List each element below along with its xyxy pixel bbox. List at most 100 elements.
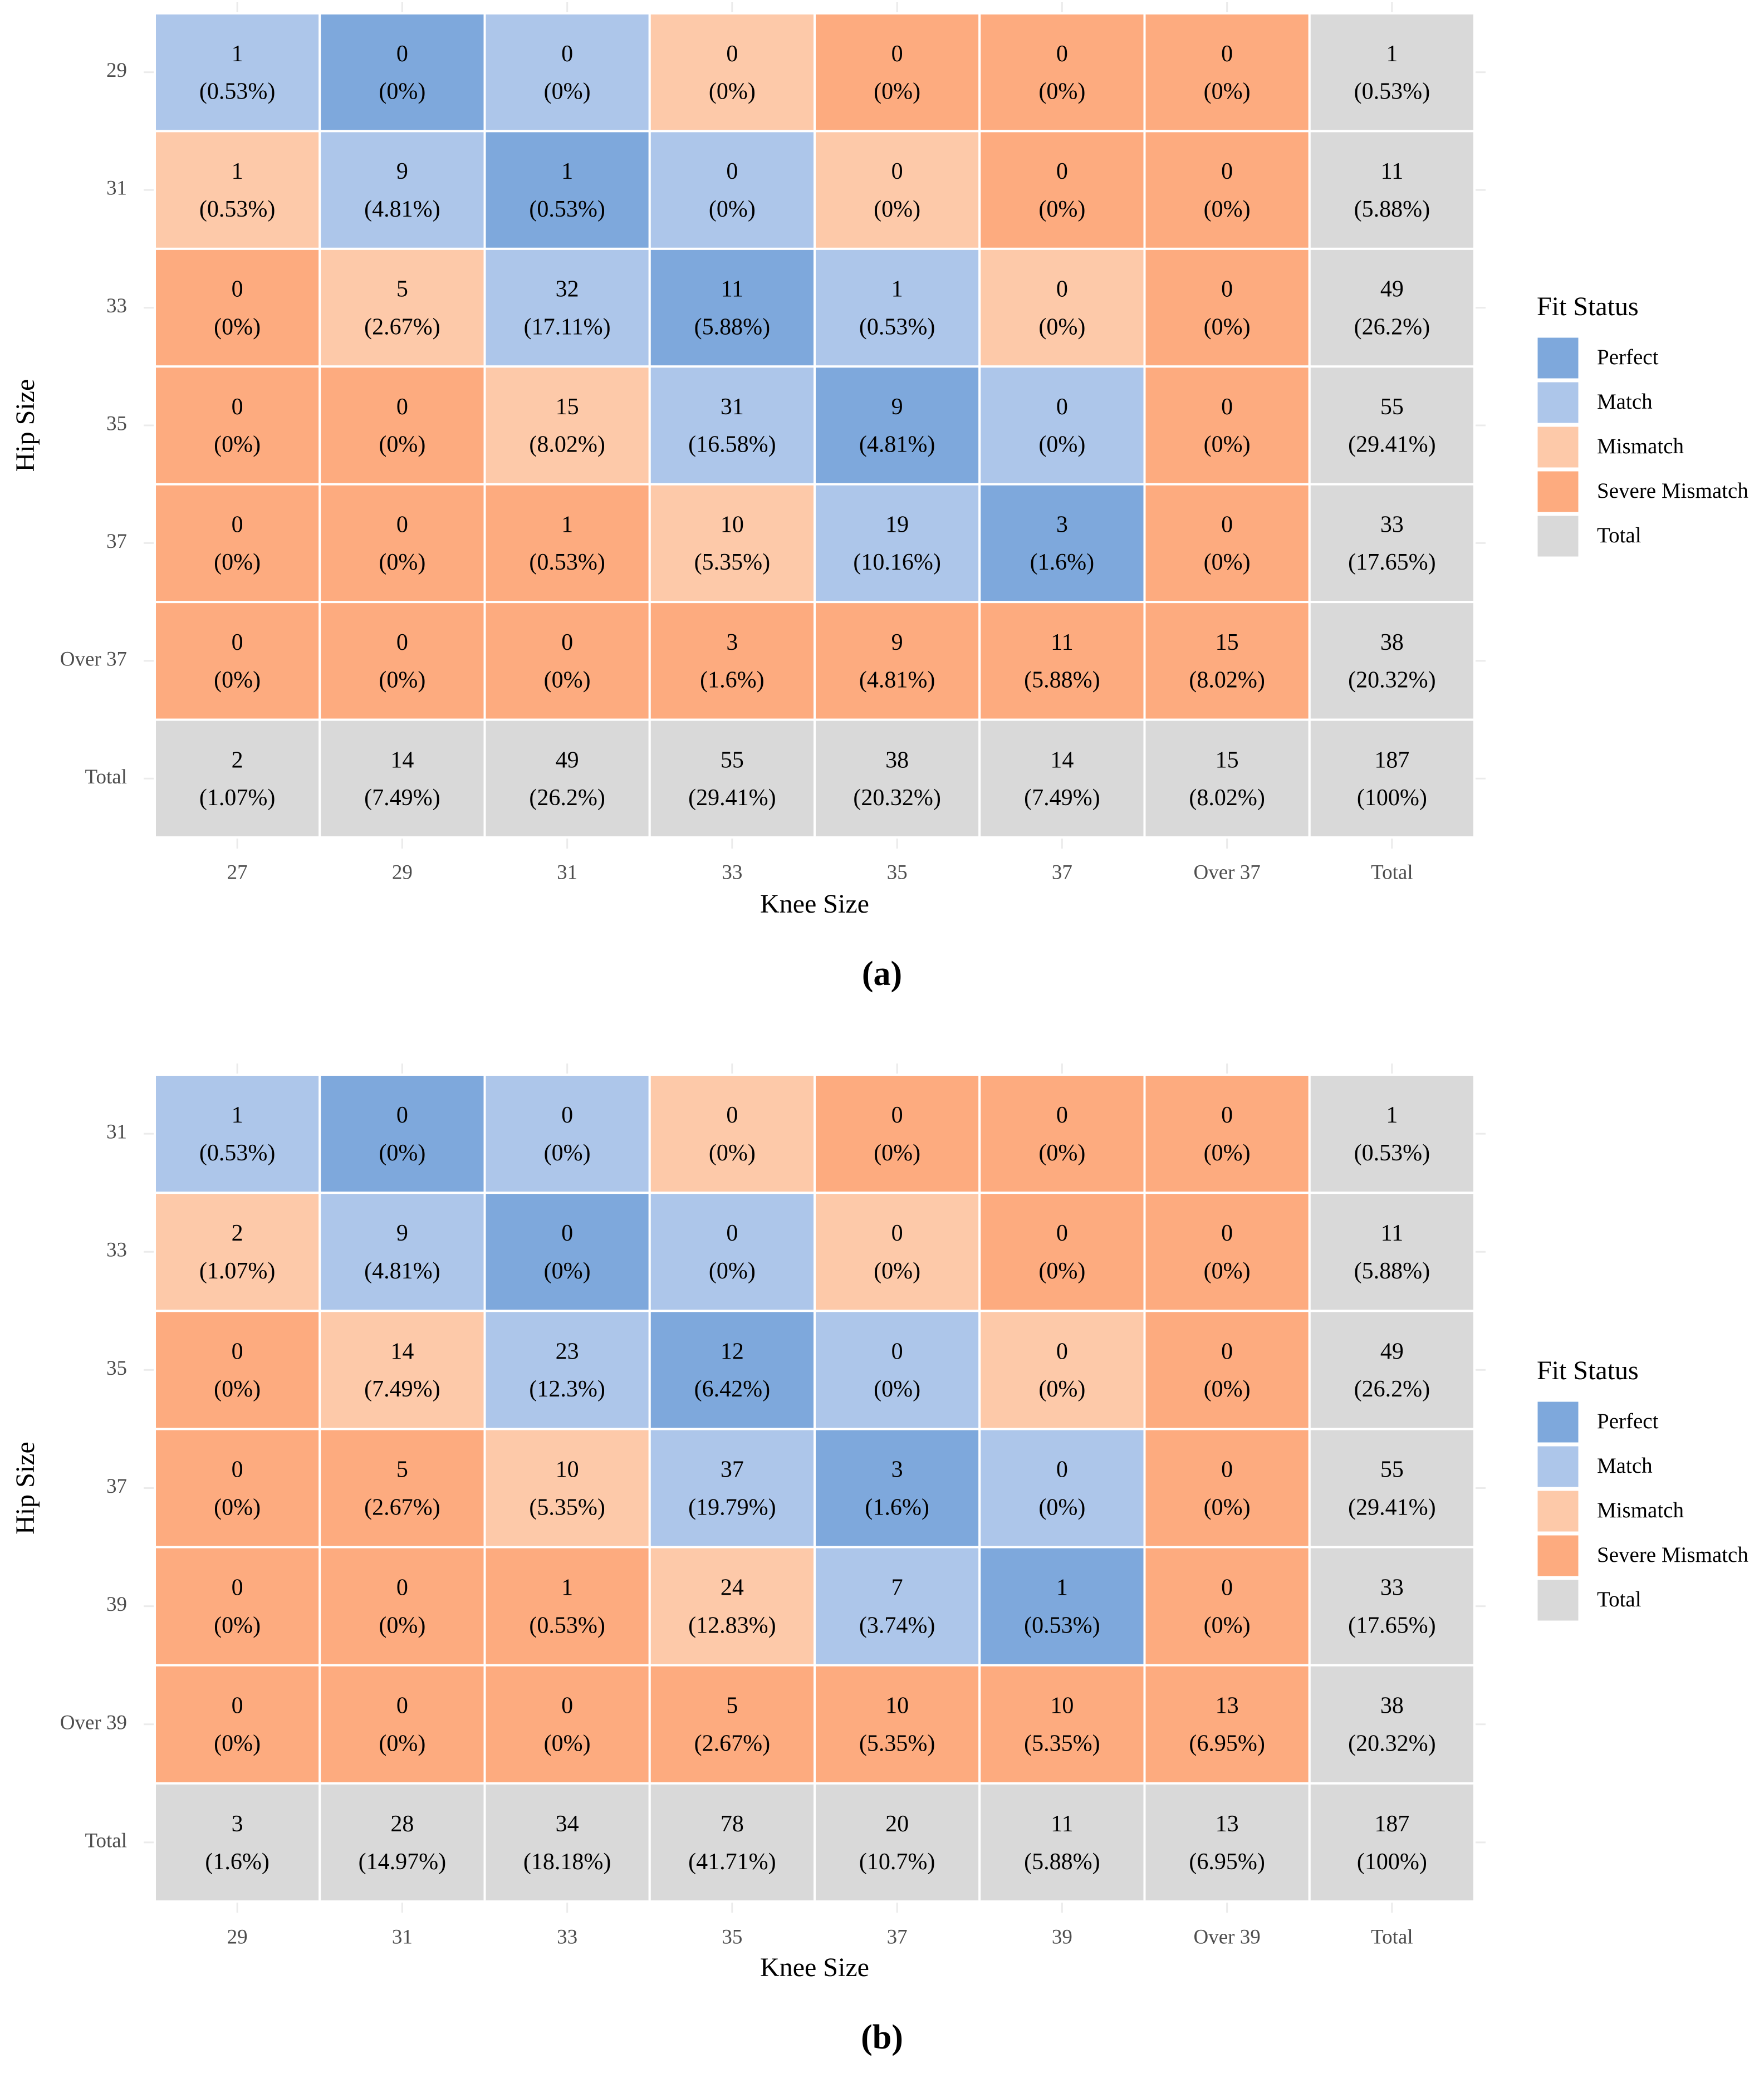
cell-count-label: 0 [561, 1693, 573, 1719]
cell-percent-label: (12.83%) [688, 1613, 776, 1638]
heatmap-cell [978, 130, 1146, 250]
cell-count-label: 0 [1056, 277, 1068, 302]
cell-percent-label: (0%) [379, 668, 425, 693]
cell-count-label: 0 [1056, 394, 1068, 420]
cell-count-label: 0 [891, 1221, 903, 1246]
cell-percent-label: (0%) [544, 1258, 591, 1284]
heatmap-cell [978, 1664, 1146, 1785]
heatmap-cell [978, 1074, 1146, 1194]
heatmap-cell [154, 1310, 321, 1430]
heatmap-cell [483, 1546, 651, 1667]
cell-count-label: 49 [556, 747, 579, 773]
x-tick-label: 33 [722, 861, 742, 884]
cell-count-label: 0 [232, 1457, 243, 1482]
cell-percent-label: (0%) [1038, 1494, 1085, 1520]
cell-count-label: 10 [885, 1693, 909, 1719]
legend-label: Perfect [1597, 1409, 1659, 1433]
cell-percent-label: (6.42%) [694, 1376, 770, 1402]
heatmap-cell [318, 130, 486, 250]
heatmap-cell [1308, 1310, 1476, 1430]
heatmap-cell [648, 601, 816, 721]
cell-percent-label: (0%) [874, 1140, 920, 1166]
cell-count-label: 0 [396, 41, 408, 67]
cell-percent-label: (16.58%) [688, 432, 776, 458]
heatmap-cell [648, 1546, 816, 1667]
cell-percent-label: (7.49%) [364, 785, 440, 811]
cell-count-label: 9 [891, 394, 903, 420]
cell-percent-label: (4.81%) [364, 1258, 440, 1284]
cell-percent-label: (0%) [1204, 432, 1251, 458]
legend-label: Severe Mismatch [1597, 1543, 1748, 1567]
cell-count-label: 0 [1221, 159, 1233, 184]
cell-percent-label: (0%) [1038, 1376, 1085, 1402]
heatmap-cell [1143, 1074, 1311, 1194]
cell-percent-label: (7.49%) [1024, 785, 1100, 811]
heatmap-cell [814, 365, 981, 486]
cell-count-label: 34 [556, 1811, 579, 1837]
cell-percent-label: (0%) [214, 432, 261, 458]
heatmap-cell [483, 483, 651, 604]
heatmap-cell [814, 1664, 981, 1785]
cell-percent-label: (0.53%) [529, 197, 605, 222]
y-tick-label: 31 [106, 177, 127, 200]
cell-count-label: 12 [721, 1339, 744, 1364]
cell-percent-label: (0%) [1204, 1140, 1251, 1166]
x-tick-label: 37 [887, 1925, 908, 1948]
cell-percent-label: (0%) [1204, 1494, 1251, 1520]
y-tick-label: 35 [106, 412, 127, 435]
y-tick-label: 39 [106, 1593, 127, 1616]
x-tick-label: 37 [1052, 861, 1072, 884]
cell-count-label: 0 [726, 159, 738, 184]
heatmap-cell [978, 1546, 1146, 1667]
cell-percent-label: (0%) [379, 1731, 425, 1757]
cell-count-label: 0 [396, 1693, 408, 1719]
cell-count-label: 0 [1056, 159, 1068, 184]
cell-percent-label: (17.65%) [1348, 550, 1435, 575]
legend-swatch [1536, 1578, 1580, 1623]
heatmap-cell [1143, 12, 1311, 133]
cell-count-label: 0 [232, 277, 243, 302]
heatmap-cell [154, 1664, 321, 1785]
cell-percent-label: (5.88%) [1024, 668, 1100, 693]
heatmap-cell [318, 1310, 486, 1430]
cell-percent-label: (4.81%) [364, 197, 440, 222]
x-tick-label: 31 [392, 1925, 413, 1948]
cell-count-label: 14 [390, 1339, 414, 1364]
x-tick-label: 35 [887, 861, 908, 884]
cell-percent-label: (26.2%) [1354, 1376, 1430, 1402]
cell-count-label: 0 [396, 630, 408, 655]
cell-percent-label: (100%) [1357, 1849, 1427, 1875]
cell-percent-label: (6.95%) [1189, 1731, 1265, 1757]
y-tick-label: 35 [106, 1357, 127, 1380]
cell-count-label: 9 [891, 630, 903, 655]
cell-count-label: 11 [1381, 1221, 1403, 1246]
cell-percent-label: (29.41%) [1348, 1494, 1435, 1520]
cell-percent-label: (0%) [874, 1258, 920, 1284]
cell-percent-label: (0%) [214, 1731, 261, 1757]
cell-count-label: 0 [1056, 41, 1068, 67]
heatmap-cell [1143, 1664, 1311, 1785]
cell-percent-label: (7.49%) [364, 1376, 440, 1402]
cell-percent-label: (20.32%) [1348, 1731, 1435, 1757]
cell-percent-label: (0%) [379, 79, 425, 104]
panel-label: (b) [861, 2018, 903, 2056]
heatmap-cell [318, 1074, 486, 1194]
legend-label: Severe Mismatch [1597, 479, 1748, 503]
cell-percent-label: (0%) [214, 1376, 261, 1402]
legend-swatch [1536, 469, 1580, 514]
cell-percent-label: (0%) [544, 1140, 591, 1166]
heatmap-cell [318, 1546, 486, 1667]
heatmap-cell [648, 1782, 816, 1903]
y-axis-title: Hip Size [11, 1442, 40, 1535]
cell-count-label: 24 [721, 1575, 744, 1601]
heatmap-cell [978, 601, 1146, 721]
cell-percent-label: (0%) [1038, 79, 1085, 104]
cell-count-label: 9 [396, 159, 408, 184]
heatmap-cell [318, 1664, 486, 1785]
cell-percent-label: (1.6%) [700, 668, 764, 693]
heatmap-cell [1143, 483, 1311, 604]
cell-percent-label: (0%) [874, 1376, 920, 1402]
x-tick-label: 35 [722, 1925, 742, 1948]
heatmap-cell [318, 1428, 486, 1548]
x-axis-title: Knee Size [760, 889, 869, 919]
